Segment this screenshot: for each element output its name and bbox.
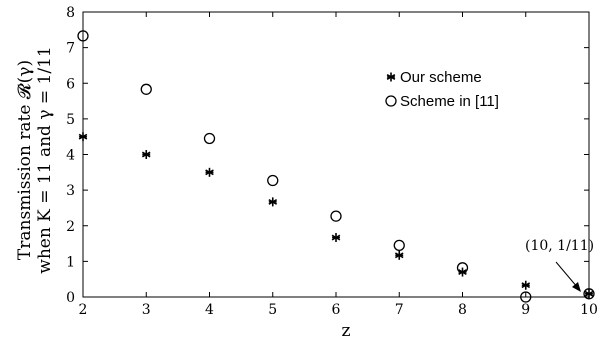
point-our-scheme [78, 132, 88, 142]
annotation: (10, 1/11) [525, 238, 594, 292]
point-our-scheme [584, 289, 594, 299]
point-scheme-in-11 [520, 291, 532, 303]
x-tick-label: 6 [332, 302, 341, 318]
y-tick-label: 2 [66, 219, 75, 235]
point-scheme-in-11 [456, 262, 469, 274]
point-our-scheme [268, 197, 278, 207]
x-tick-label: 9 [521, 302, 530, 318]
y-axis-label: Transmission rate 𝓡(γ) when K = 11 and γ… [15, 46, 55, 273]
x-tick-label: 7 [395, 302, 404, 318]
point-our-scheme [205, 167, 214, 177]
y-tick-label: 4 [66, 148, 75, 164]
x-tick-label: 2 [79, 302, 88, 318]
x-tick-label: 3 [142, 302, 151, 318]
data-marks [77, 30, 595, 303]
y-tick-label: 7 [66, 41, 75, 57]
point-scheme-in-11 [77, 30, 89, 42]
x-tick-label: 5 [268, 302, 277, 318]
x-axis-label: z [342, 321, 351, 341]
legend-marker-our-scheme [386, 72, 396, 82]
point-our-scheme [141, 150, 151, 159]
legend-box [378, 60, 530, 114]
y-tick-label: 0 [66, 290, 75, 306]
y-tick-label: 6 [66, 76, 75, 92]
point-scheme-in-11 [140, 83, 152, 95]
y-tick-label: 3 [66, 183, 75, 199]
point-our-scheme [394, 250, 404, 260]
x-tick-label: 8 [458, 302, 467, 318]
annotation-arrow-head [572, 282, 581, 292]
legend: Our scheme Scheme in [11] [378, 60, 530, 114]
annotation-label: (10, 1/11) [525, 238, 594, 254]
legend-marker-scheme-in-11 [385, 95, 397, 107]
legend-circle-icon [385, 95, 397, 107]
y-tick-label: 8 [66, 5, 75, 21]
point-scheme-in-11 [267, 174, 279, 187]
y-tick-label: 1 [66, 254, 75, 270]
x-tick-label: 10 [580, 302, 597, 318]
legend-label-our-scheme: Our scheme [400, 69, 482, 86]
legend-asterisk-icon [386, 72, 396, 82]
y-axis-label-line1: Transmission rate 𝓡(γ) [15, 60, 35, 260]
x-tick-label: 4 [205, 302, 214, 318]
point-scheme-in-11 [203, 132, 216, 145]
y-axis-label-line2: when K = 11 and γ = 1/11 [35, 46, 55, 273]
tick-labels: 2 3 4 5 6 7 8 9 10 0 1 2 3 4 5 6 7 8 [66, 5, 597, 318]
point-scheme-in-11 [330, 210, 342, 222]
point-scheme-in-11 [393, 239, 405, 251]
point-our-scheme [521, 280, 531, 290]
legend-label-scheme-in-11: Scheme in [11] [400, 93, 499, 110]
point-our-scheme [331, 233, 341, 243]
axes [82, 11, 590, 298]
plot-frame [82, 11, 590, 298]
y-tick-label: 5 [66, 112, 75, 128]
annotation-arrow-line [555, 261, 579, 289]
point-scheme-in-11 [583, 288, 595, 300]
